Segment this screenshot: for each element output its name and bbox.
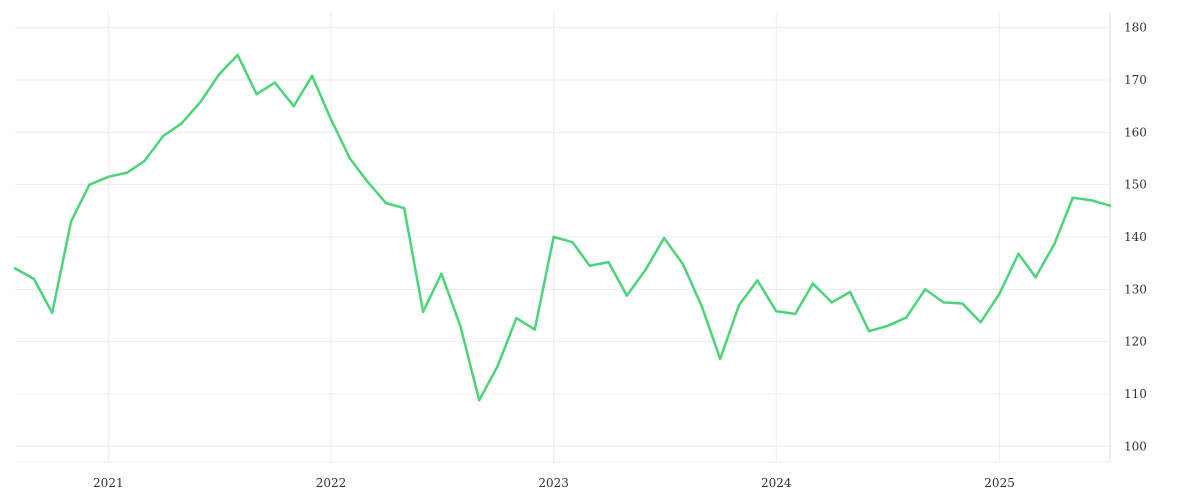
- data-point: [32, 277, 36, 281]
- data-point: [1053, 242, 1056, 246]
- y-tick-label: 100: [1124, 439, 1147, 453]
- data-point: [1071, 196, 1075, 200]
- data-point: [161, 134, 165, 138]
- data-point: [848, 290, 852, 294]
- data-point: [1108, 204, 1112, 207]
- x-tick-label: 2023: [538, 476, 569, 490]
- data-point: [107, 175, 110, 179]
- data-point: [552, 235, 555, 239]
- data-point: [1034, 276, 1037, 279]
- data-point: [384, 201, 388, 205]
- x-tick-label: 2022: [316, 476, 347, 490]
- data-point: [923, 288, 927, 291]
- data-point: [440, 272, 443, 275]
- data-point: [662, 236, 666, 240]
- data-point: [700, 305, 704, 308]
- data-point: [477, 399, 481, 402]
- series-group: [13, 53, 1112, 402]
- data-point: [236, 53, 239, 57]
- data-point: [273, 81, 277, 84]
- data-point: [13, 267, 17, 270]
- data-point: [681, 262, 685, 266]
- data-point: [217, 73, 220, 77]
- data-point: [811, 282, 815, 285]
- data-point: [421, 310, 425, 314]
- y-tick-label: 150: [1124, 178, 1147, 192]
- x-tick-label: 2025: [984, 476, 1015, 490]
- data-point: [775, 310, 778, 313]
- data-point: [793, 312, 797, 316]
- data-point: [644, 268, 648, 271]
- y-tick-label: 130: [1124, 282, 1147, 296]
- x-axis-ticks: 2021 2022 2023 2024 2025: [93, 476, 1015, 490]
- x-tick-label: 2021: [93, 476, 124, 490]
- data-point: [292, 104, 296, 108]
- x-tick-label: 2024: [761, 476, 792, 490]
- data-point: [737, 303, 741, 307]
- y-tick-label: 140: [1124, 230, 1147, 244]
- data-point: [961, 302, 964, 305]
- data-point: [365, 179, 369, 183]
- data-point: [1090, 199, 1093, 202]
- data-point: [310, 74, 314, 78]
- data-point: [180, 122, 183, 125]
- data-point: [496, 364, 499, 368]
- data-point: [69, 220, 73, 223]
- data-point: [998, 292, 1001, 295]
- data-point: [979, 321, 982, 324]
- y-tick-label: 160: [1124, 125, 1147, 139]
- data-point: [867, 329, 871, 333]
- data-point: [126, 171, 129, 174]
- data-point: [607, 260, 610, 264]
- data-point: [588, 264, 591, 268]
- data-point: [348, 157, 352, 160]
- data-point: [625, 294, 629, 297]
- y-tick-label: 170: [1124, 73, 1147, 87]
- y-tick-label: 110: [1124, 387, 1147, 401]
- y-axis-ticks: 100 110 120 130 140 150 160 170 180: [1124, 21, 1147, 454]
- y-tick-label: 120: [1124, 335, 1147, 349]
- data-point: [533, 328, 536, 331]
- data-point: [756, 279, 759, 282]
- data-point: [143, 159, 146, 163]
- data-point: [459, 324, 462, 328]
- data-point: [515, 316, 518, 320]
- data-point: [905, 316, 908, 319]
- series-line: [13, 53, 1112, 402]
- data-point: [886, 324, 889, 328]
- y-tick-label: 180: [1124, 21, 1147, 35]
- data-point: [255, 92, 258, 96]
- data-point: [571, 240, 574, 244]
- horizontal-grid: [15, 27, 1110, 463]
- data-point: [942, 301, 945, 304]
- data-point: [329, 118, 333, 121]
- data-point: [50, 311, 54, 315]
- data-point: [718, 357, 722, 361]
- data-point: [402, 206, 406, 210]
- data-point: [830, 301, 834, 304]
- data-point: [199, 100, 202, 104]
- data-point: [1017, 252, 1020, 255]
- data-point: [88, 183, 91, 186]
